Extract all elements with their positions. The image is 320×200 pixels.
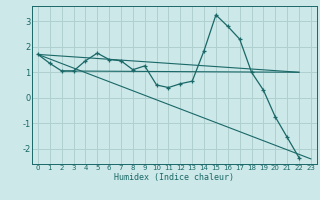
X-axis label: Humidex (Indice chaleur): Humidex (Indice chaleur)	[115, 173, 234, 182]
